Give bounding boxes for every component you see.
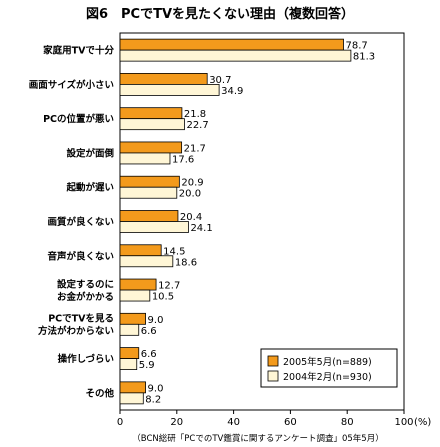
bar <box>119 323 140 336</box>
value-label: 6.6 <box>141 349 157 360</box>
x-tick-label: 0 <box>117 417 123 428</box>
value-label: 21.7 <box>184 143 206 154</box>
value-label: 34.9 <box>221 86 243 97</box>
value-label: 78.7 <box>346 41 368 52</box>
x-tick-label: 20 <box>170 417 183 428</box>
category-label: PCでTVを見る <box>48 314 114 325</box>
x-tick-label: 60 <box>284 417 297 428</box>
bar <box>119 84 220 96</box>
x-tick-label: 80 <box>341 417 354 428</box>
bar <box>119 49 352 62</box>
bar <box>119 186 178 199</box>
value-label: 12.7 <box>158 281 180 292</box>
value-label: 81.3 <box>353 52 375 63</box>
bar <box>119 107 183 120</box>
x-axis: 0 20 40 60 80 100 (%) <box>117 410 431 428</box>
category-label: PCの位置が悪い <box>43 113 114 125</box>
value-label: 30.7 <box>209 75 231 86</box>
category-label: 起動が遅い <box>65 182 114 194</box>
value-label: 10.5 <box>152 292 174 303</box>
category-label: その他 <box>85 387 114 399</box>
source-note: （BCN総研「PCでのTV鑑賞に関するアンケート調査」05年5月） <box>132 433 383 444</box>
legend-label: 2004年2月(n=930) <box>283 371 372 383</box>
bar <box>119 221 189 233</box>
bar <box>119 312 146 325</box>
value-label: 14.5 <box>163 246 185 257</box>
bar <box>119 289 151 302</box>
bar <box>119 358 138 370</box>
value-label: 9.0 <box>148 315 164 326</box>
category-label: 家庭用TVで十分 <box>43 45 114 57</box>
value-label: 22.7 <box>186 120 208 131</box>
x-tick-label: 40 <box>227 417 240 428</box>
value-label: 9.0 <box>148 383 164 394</box>
category-label: 設定するのに <box>57 278 114 290</box>
x-unit-label: (%) <box>414 417 431 428</box>
bar <box>119 278 157 291</box>
legend-swatch <box>267 370 279 382</box>
bar <box>119 347 140 359</box>
value-label: 18.6 <box>175 257 197 268</box>
bar <box>119 152 171 165</box>
value-label: 6.6 <box>141 326 157 337</box>
category-label: 方法がわからない <box>38 325 114 337</box>
value-label: 21.8 <box>184 109 206 120</box>
value-label: 20.9 <box>181 178 203 189</box>
bar <box>119 141 183 154</box>
bar <box>119 73 208 85</box>
value-label: 8.2 <box>145 394 161 405</box>
value-label: 24.1 <box>190 223 212 234</box>
chart-title: 図6 PCでTVを見たくない理由（複数回答） <box>86 6 354 22</box>
legend-label: 2005年5月(n=889) <box>283 356 372 368</box>
value-label: 5.9 <box>139 360 155 371</box>
value-label: 17.6 <box>172 154 194 165</box>
category-label: お金がかかる <box>57 291 114 303</box>
x-tick-label: 100 <box>394 417 413 428</box>
legend-box <box>260 348 398 388</box>
bar <box>119 381 146 394</box>
value-labels: 78.781.3 30.734.9 21.822.7 21.717.6 20.920.0… <box>139 41 375 406</box>
bar <box>119 210 179 222</box>
value-label: 20.4 <box>180 212 202 223</box>
bar <box>119 255 174 268</box>
bars <box>119 38 352 405</box>
bar <box>119 38 344 51</box>
category-label: 画質が良くない <box>47 216 114 228</box>
legend-swatch <box>267 355 279 367</box>
bar <box>119 392 144 405</box>
legend: 2005年5月(n=889) 2004年2月(n=930) <box>260 348 398 388</box>
category-label: 音声が良くない <box>47 250 114 262</box>
category-label: 設定が面倒 <box>66 147 114 159</box>
category-label: 操作しづらい <box>58 353 114 365</box>
bar <box>119 118 185 131</box>
value-label: 20.0 <box>179 189 201 200</box>
bar <box>119 175 180 188</box>
bar <box>119 244 162 257</box>
category-label: 画面サイズが小さい <box>29 79 114 91</box>
